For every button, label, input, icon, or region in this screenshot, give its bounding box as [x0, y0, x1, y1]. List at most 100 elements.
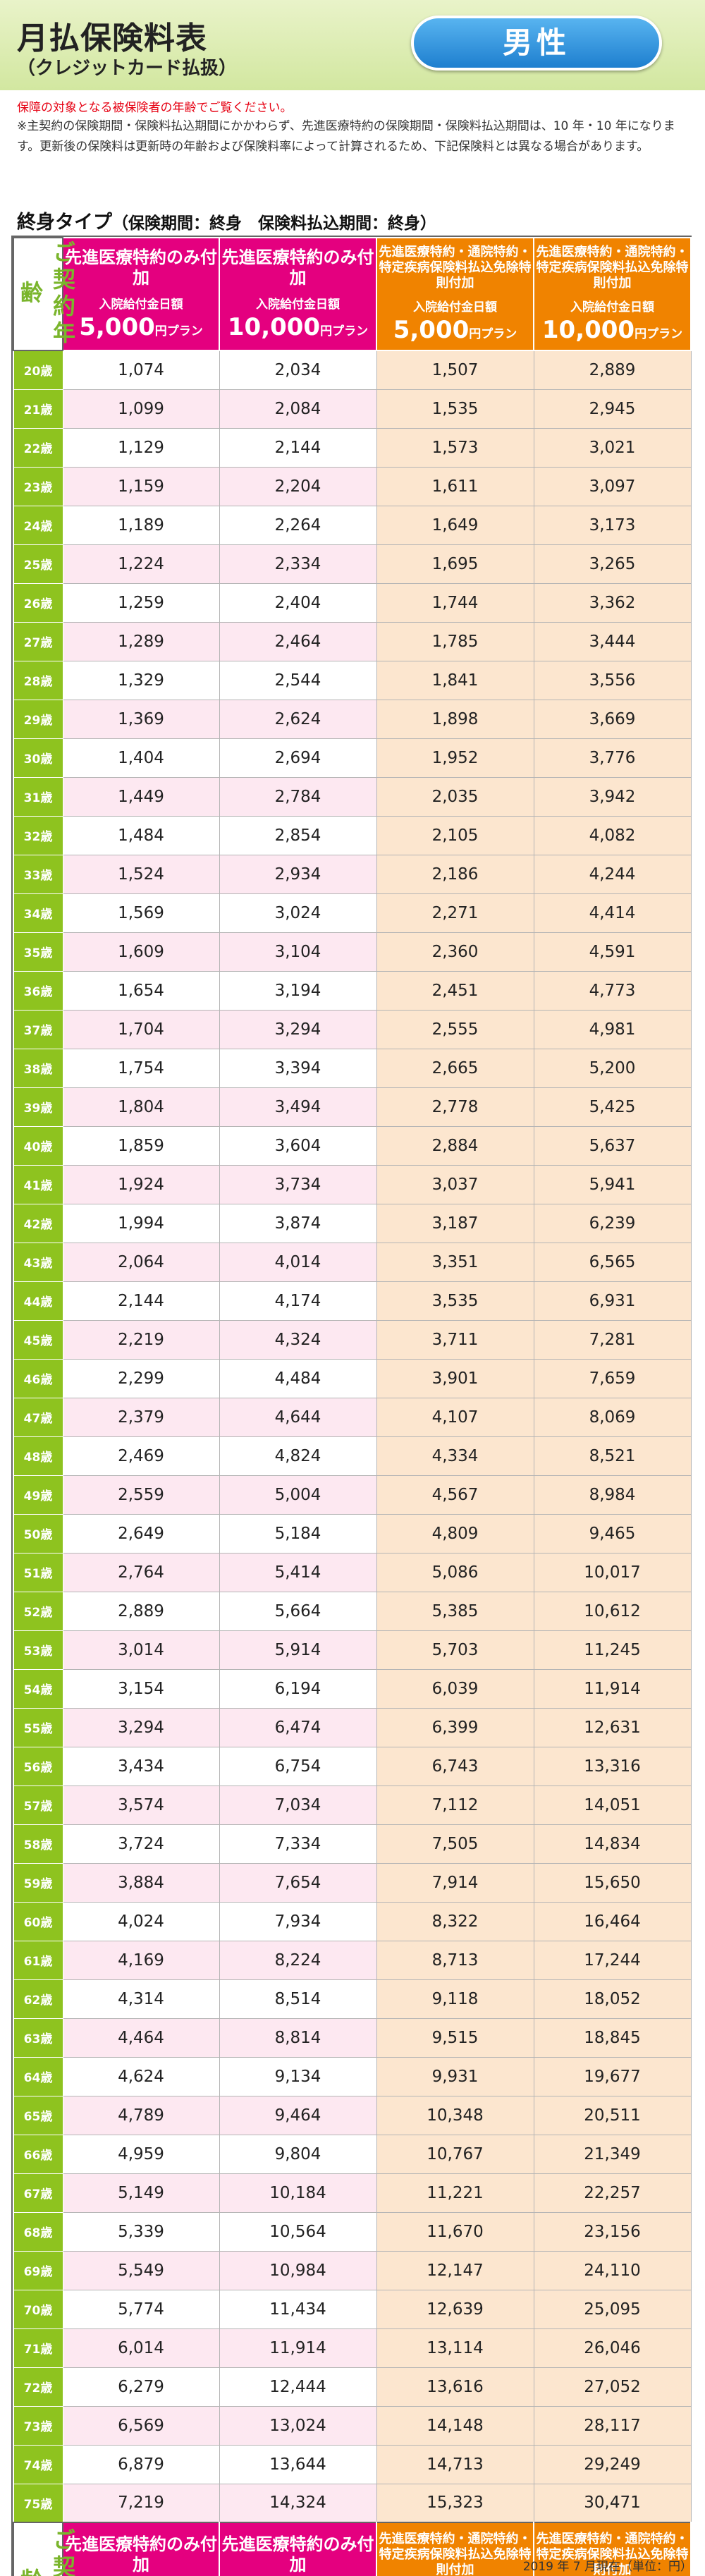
premium-cell: 1,369	[62, 699, 220, 739]
premium-cell: 14,834	[533, 1824, 692, 1864]
age-cell: 29歳	[13, 699, 63, 739]
age-cell: 50歳	[13, 1513, 63, 1553]
premium-cell: 18,845	[533, 2018, 692, 2058]
premium-cell: 9,515	[376, 2018, 534, 2058]
premium-cell: 3,104	[219, 932, 377, 972]
age-cell: 56歳	[13, 1746, 63, 1786]
premium-cell: 6,039	[376, 1668, 534, 1709]
premium-cell: 25,095	[533, 2289, 692, 2329]
table-row: 38歳 1,754 3,394 2,665 5,200	[13, 1048, 692, 1088]
table-row: 32歳 1,484 2,854 2,105 4,082	[13, 815, 692, 855]
table-row: 60歳 4,024 7,934 8,322 16,464	[13, 1901, 692, 1941]
premium-cell: 2,084	[219, 389, 377, 429]
bottom-age-header-label: ご契約年齢	[14, 2523, 79, 2576]
premium-cell: 29,249	[533, 2444, 692, 2484]
plan-amount-unit: 円プラン	[634, 326, 683, 341]
premium-cell: 1,189	[62, 505, 220, 545]
disclaimer-note: ※主契約の保険期間・保険料払込期間にかかわらず、先進医療特約の保険期間・保険料払…	[17, 119, 675, 154]
age-cell: 48歳	[13, 1436, 63, 1476]
premium-cell: 2,884	[376, 1125, 534, 1166]
age-cell: 36歳	[13, 970, 63, 1011]
premium-cell: 2,945	[533, 389, 692, 429]
plan-amount: 10,000円プラン	[220, 313, 376, 341]
age-cell: 47歳	[13, 1397, 63, 1437]
table-row: 57歳 3,574 7,034 7,112 14,051	[13, 1785, 692, 1825]
premium-cell: 12,444	[219, 2367, 377, 2407]
premium-cell: 4,773	[533, 970, 692, 1011]
age-cell: 71歳	[13, 2328, 63, 2368]
age-cell: 59歳	[13, 1862, 63, 1903]
table-row: 26歳 1,259 2,404 1,744 3,362	[13, 582, 692, 623]
table-row: 56歳 3,434 6,754 6,743 13,316	[13, 1746, 692, 1786]
premium-cell: 18,052	[533, 1979, 692, 2019]
premium-cell: 2,555	[376, 1009, 534, 1049]
premium-cell: 23,156	[533, 2211, 692, 2252]
premium-cell: 3,444	[533, 621, 692, 661]
premium-cell: 9,118	[376, 1979, 534, 2019]
premium-cell: 4,824	[219, 1436, 377, 1476]
age-cell: 44歳	[13, 1281, 63, 1321]
premium-cell: 3,874	[219, 1203, 377, 1243]
premium-cell: 13,644	[219, 2444, 377, 2484]
age-cell: 43歳	[13, 1242, 63, 1282]
age-cell: 45歳	[13, 1319, 63, 1360]
premium-cell: 2,105	[376, 815, 534, 855]
premium-cell: 3,574	[62, 1785, 220, 1825]
top-plan-header-1: 先進医療特約のみ付加 入院給付金日額 5,000円プラン	[62, 237, 220, 351]
section-title: 終身タイプ（保険期間：終身 保険料払込期間：終身）	[17, 207, 436, 234]
age-cell: 33歳	[13, 854, 63, 894]
plan-sub-label: 入院給付金日額	[99, 297, 183, 312]
premium-cell: 3,724	[62, 1824, 220, 1864]
table-row: 64歳 4,624 9,134 9,931 19,677	[13, 2056, 692, 2096]
premium-cell: 5,414	[219, 1552, 377, 1592]
premium-cell: 8,984	[533, 1475, 692, 1515]
page-header: 月払保険料表 （クレジットカード払扱） 男性	[0, 0, 705, 90]
premium-cell: 2,451	[376, 970, 534, 1011]
premium-cell: 27,052	[533, 2367, 692, 2407]
premium-cell: 4,567	[376, 1475, 534, 1515]
premium-cell: 4,981	[533, 1009, 692, 1049]
plan-name: 先進医療特約のみ付加	[65, 247, 217, 288]
premium-cell: 1,609	[62, 932, 220, 972]
premium-cell: 3,154	[62, 1668, 220, 1709]
premium-cell: 10,017	[533, 1552, 692, 1592]
premium-cell: 10,564	[219, 2211, 377, 2252]
premium-cell: 6,239	[533, 1203, 692, 1243]
premium-cell: 3,294	[62, 1707, 220, 1747]
premium-cell: 3,294	[219, 1009, 377, 1049]
age-cell: 70歳	[13, 2289, 63, 2329]
premium-cell: 4,082	[533, 815, 692, 855]
premium-cell: 4,014	[219, 1242, 377, 1282]
plan-sub-label: 入院給付金日額	[570, 300, 654, 315]
age-cell: 38歳	[13, 1048, 63, 1088]
premium-cell: 4,484	[219, 1358, 377, 1398]
premium-cell: 2,694	[219, 738, 377, 778]
premium-cell: 15,650	[533, 1862, 692, 1903]
premium-cell: 1,224	[62, 544, 220, 584]
age-cell: 28歳	[13, 660, 63, 700]
premium-cell: 5,703	[376, 1630, 534, 1670]
premium-cell: 6,565	[533, 1242, 692, 1282]
age-cell: 61歳	[13, 1940, 63, 1980]
plan-amount-value: 10,000	[541, 315, 635, 344]
premium-cell: 7,659	[533, 1358, 692, 1398]
age-cell: 72歳	[13, 2367, 63, 2407]
premium-cell: 5,425	[533, 1087, 692, 1127]
table-row: 62歳 4,314 8,514 9,118 18,052	[13, 1979, 692, 2019]
premium-cell: 4,324	[219, 1319, 377, 1360]
premium-cell: 10,184	[219, 2173, 377, 2213]
age-cell: 40歳	[13, 1125, 63, 1166]
premium-cell: 4,624	[62, 2056, 220, 2096]
premium-cell: 2,264	[219, 505, 377, 545]
premium-cell: 4,244	[533, 854, 692, 894]
table-row: 51歳 2,764 5,414 5,086 10,017	[13, 1552, 692, 1592]
age-cell: 23歳	[13, 466, 63, 506]
table-row: 31歳 1,449 2,784 2,035 3,942	[13, 776, 692, 817]
table-row: 25歳 1,224 2,334 1,695 3,265	[13, 544, 692, 584]
premium-cell: 5,339	[62, 2211, 220, 2252]
plan-name: 先進医療特約のみ付加	[221, 247, 374, 288]
premium-cell: 2,889	[533, 350, 692, 390]
premium-cell: 3,014	[62, 1630, 220, 1670]
age-cell: 57歳	[13, 1785, 63, 1825]
premium-cell: 3,021	[533, 427, 692, 468]
